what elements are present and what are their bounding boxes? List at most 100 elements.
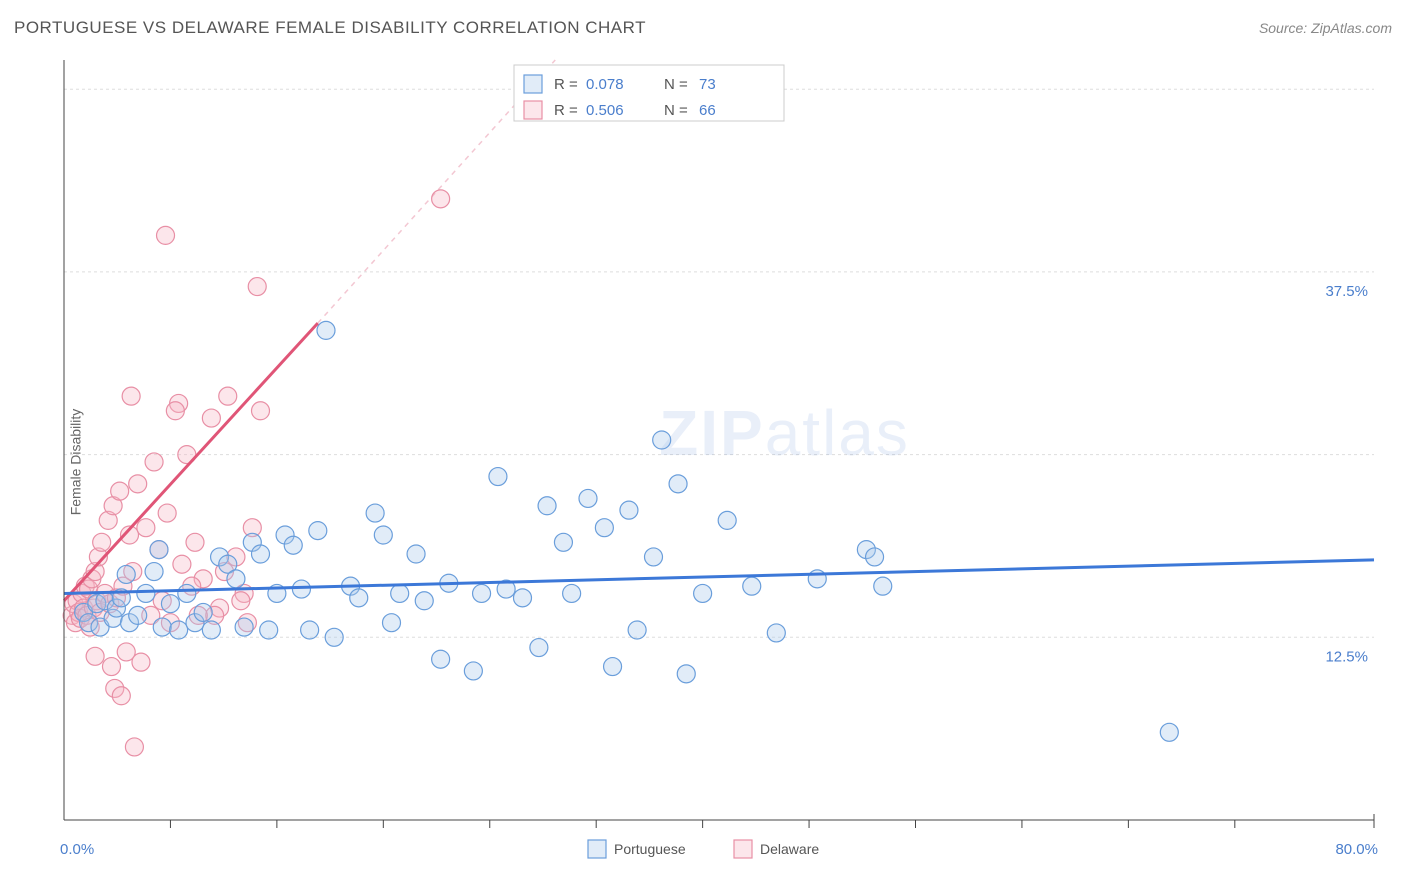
scatter-point-delaware xyxy=(166,402,184,420)
scatter-point-portuguese xyxy=(284,536,302,554)
y-axis-label: Female Disability xyxy=(67,409,83,516)
scatter-point-portuguese xyxy=(432,650,450,668)
x-tick-label: 0.0% xyxy=(60,841,94,858)
chart-container: Female Disability 12.5%37.5%ZIPatlas0.0%… xyxy=(14,50,1392,874)
scatter-point-delaware xyxy=(173,555,191,573)
scatter-point-portuguese xyxy=(153,618,171,636)
scatter-point-portuguese xyxy=(743,577,761,595)
scatter-point-portuguese xyxy=(137,584,155,602)
scatter-point-portuguese xyxy=(317,321,335,339)
scatter-point-delaware xyxy=(129,475,147,493)
scatter-point-portuguese xyxy=(677,665,695,683)
scatter-point-portuguese xyxy=(563,584,581,602)
scatter-point-portuguese xyxy=(227,570,245,588)
scatter-point-portuguese xyxy=(653,431,671,449)
scatter-point-portuguese xyxy=(604,658,622,676)
scatter-point-portuguese xyxy=(718,511,736,529)
scatter-point-portuguese xyxy=(595,519,613,537)
scatter-point-portuguese xyxy=(374,526,392,544)
stats-legend-r-value: 0.078 xyxy=(586,76,624,93)
scatter-point-portuguese xyxy=(170,621,188,639)
scatter-point-portuguese xyxy=(292,580,310,598)
scatter-point-portuguese xyxy=(161,595,179,613)
scatter-point-portuguese xyxy=(252,545,270,563)
scatter-point-portuguese xyxy=(489,468,507,486)
scatter-point-portuguese xyxy=(767,624,785,642)
scatter-point-portuguese xyxy=(669,475,687,493)
scatter-point-delaware xyxy=(137,519,155,537)
stats-legend-n-label: N = xyxy=(664,102,688,119)
source-value: ZipAtlas.com xyxy=(1311,20,1392,36)
chart-svg: 12.5%37.5%ZIPatlas0.0%80.0%R = 0.078N = … xyxy=(14,50,1392,874)
scatter-point-portuguese xyxy=(117,565,135,583)
scatter-point-delaware xyxy=(122,387,140,405)
y-tick-label: 37.5% xyxy=(1325,283,1368,300)
scatter-point-portuguese xyxy=(235,618,253,636)
scatter-point-portuguese xyxy=(260,621,278,639)
scatter-point-portuguese xyxy=(383,614,401,632)
scatter-point-portuguese xyxy=(628,621,646,639)
scatter-point-portuguese xyxy=(391,584,409,602)
scatter-point-delaware xyxy=(158,504,176,522)
scatter-point-portuguese xyxy=(554,533,572,551)
stats-legend-swatch xyxy=(524,101,542,119)
scatter-point-delaware xyxy=(93,533,111,551)
scatter-point-delaware xyxy=(432,190,450,208)
scatter-point-portuguese xyxy=(464,662,482,680)
scatter-point-portuguese xyxy=(514,589,532,607)
scatter-point-delaware xyxy=(125,738,143,756)
scatter-point-delaware xyxy=(157,226,175,244)
scatter-point-portuguese xyxy=(694,584,712,602)
y-tick-label: 12.5% xyxy=(1325,648,1368,665)
scatter-point-portuguese xyxy=(415,592,433,610)
bottom-legend-swatch xyxy=(588,840,606,858)
stats-legend-n-value: 73 xyxy=(699,76,716,93)
scatter-point-portuguese xyxy=(145,563,163,581)
stats-legend-n-value: 66 xyxy=(699,102,716,119)
scatter-point-delaware xyxy=(111,482,129,500)
scatter-point-portuguese xyxy=(866,548,884,566)
stats-legend-r-label: R = xyxy=(554,102,578,119)
chart-source: Source: ZipAtlas.com xyxy=(1259,20,1392,36)
scatter-point-portuguese xyxy=(194,603,212,621)
scatter-point-portuguese xyxy=(538,497,556,515)
bottom-legend-label: Portuguese xyxy=(614,841,686,857)
scatter-point-delaware xyxy=(145,453,163,471)
scatter-point-delaware xyxy=(219,387,237,405)
scatter-point-portuguese xyxy=(350,589,368,607)
scatter-point-portuguese xyxy=(309,522,327,540)
scatter-point-delaware xyxy=(232,592,250,610)
stats-legend-n-label: N = xyxy=(664,76,688,93)
scatter-point-delaware xyxy=(132,653,150,671)
scatter-point-portuguese xyxy=(645,548,663,566)
bottom-legend-label: Delaware xyxy=(760,841,819,857)
scatter-point-portuguese xyxy=(407,545,425,563)
bottom-legend-swatch xyxy=(734,840,752,858)
scatter-point-portuguese xyxy=(301,621,319,639)
scatter-point-portuguese xyxy=(530,639,548,657)
source-prefix: Source: xyxy=(1259,20,1311,36)
scatter-point-portuguese xyxy=(620,501,638,519)
stats-legend-swatch xyxy=(524,75,542,93)
scatter-point-portuguese xyxy=(325,628,343,646)
trend-line-portuguese xyxy=(64,560,1374,594)
stats-legend-r-label: R = xyxy=(554,76,578,93)
scatter-point-delaware xyxy=(202,409,220,427)
scatter-point-portuguese xyxy=(874,577,892,595)
scatter-point-portuguese xyxy=(178,584,196,602)
scatter-point-portuguese xyxy=(150,541,168,559)
stats-legend-r-value: 0.506 xyxy=(586,102,624,119)
scatter-point-portuguese xyxy=(473,584,491,602)
scatter-point-delaware xyxy=(112,687,130,705)
trend-line-delaware xyxy=(64,323,318,601)
chart-header: PORTUGUESE VS DELAWARE FEMALE DISABILITY… xyxy=(14,18,1392,38)
scatter-point-portuguese xyxy=(1160,723,1178,741)
scatter-point-delaware xyxy=(86,647,104,665)
scatter-point-portuguese xyxy=(202,621,220,639)
x-tick-label: 80.0% xyxy=(1335,841,1378,858)
scatter-point-portuguese xyxy=(579,489,597,507)
watermark: ZIPatlas xyxy=(659,397,910,469)
scatter-point-portuguese xyxy=(366,504,384,522)
chart-title: PORTUGUESE VS DELAWARE FEMALE DISABILITY… xyxy=(14,18,646,38)
scatter-point-delaware xyxy=(248,278,266,296)
